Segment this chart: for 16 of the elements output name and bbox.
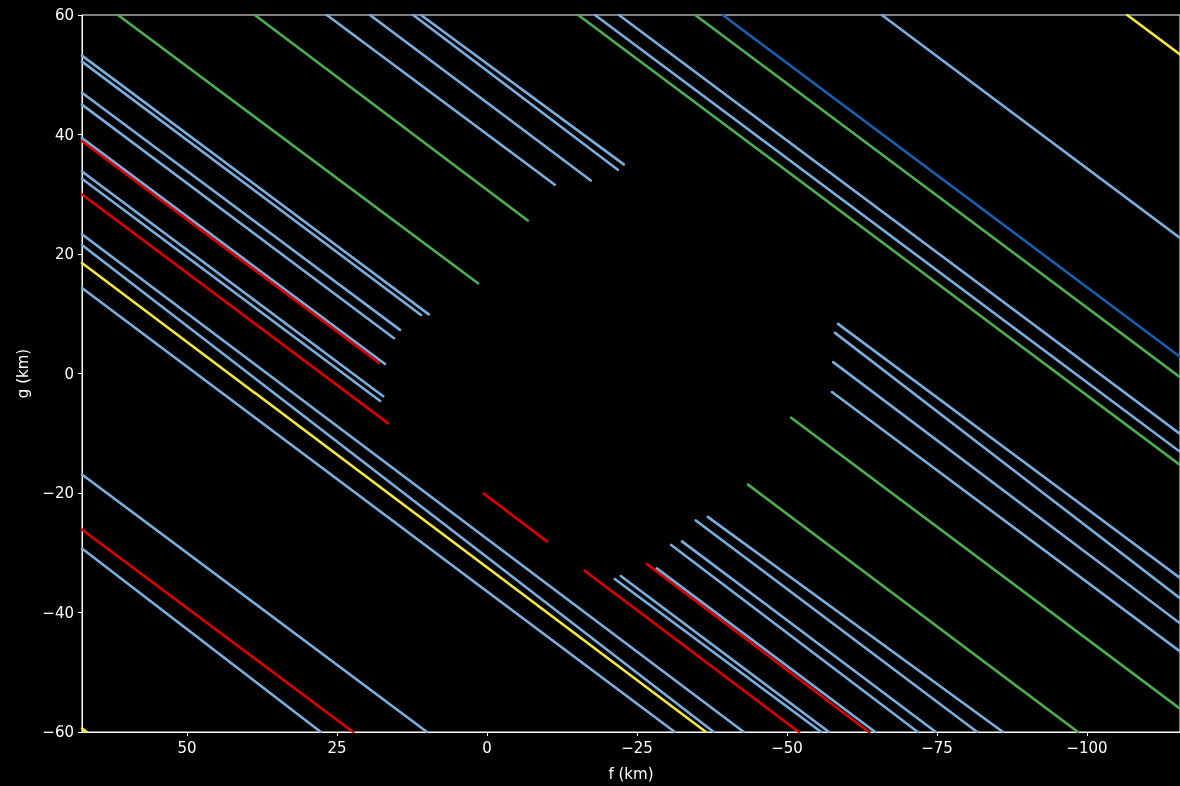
y-tick-label: −60 <box>42 723 74 741</box>
y-tick-label: −20 <box>42 484 74 502</box>
y-tick-label: 40 <box>54 125 74 144</box>
y-tick-label: 60 <box>54 6 74 24</box>
x-tick-label: −100 <box>1066 738 1108 757</box>
y-tick-label: −40 <box>42 603 74 622</box>
x-tick-label: 0 <box>482 738 492 757</box>
x-axis-title: f (km) <box>608 764 654 783</box>
x-tick-label: −50 <box>771 738 803 757</box>
x-tick-label: 50 <box>177 738 197 757</box>
x-tick-label: −75 <box>921 738 953 757</box>
y-tick-label: 0 <box>64 364 74 383</box>
x-tick-label: −25 <box>621 738 653 757</box>
y-axis-title: g (km) <box>13 348 32 399</box>
x-tick-label: 25 <box>327 738 347 757</box>
y-tick-label: 20 <box>54 245 74 263</box>
